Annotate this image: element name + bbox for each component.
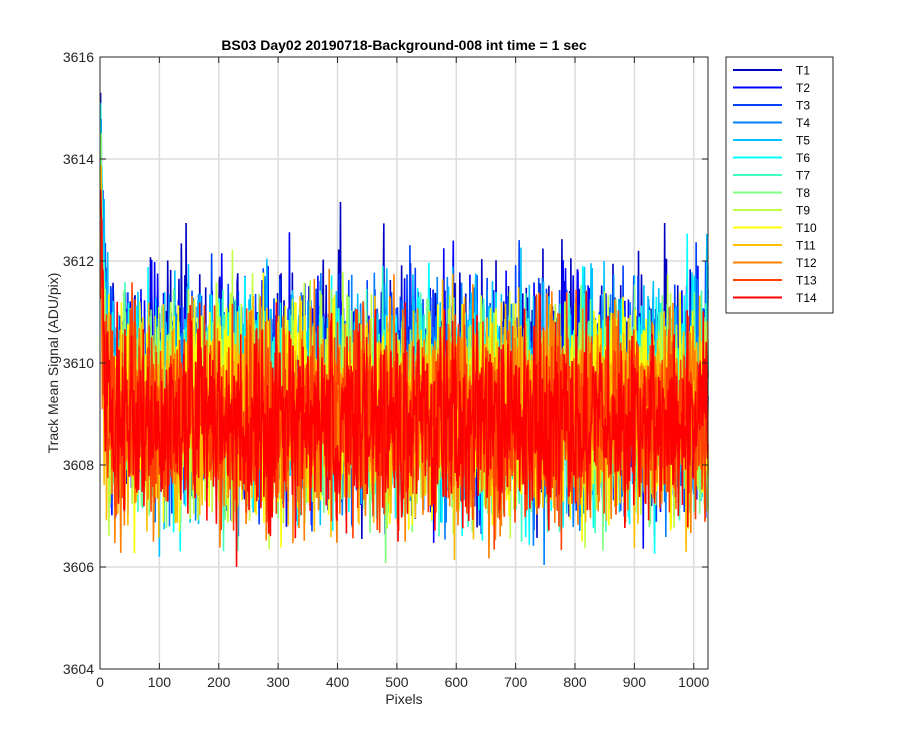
x-tick-label: 200 [207, 674, 231, 690]
x-tick-label: 500 [385, 674, 409, 690]
legend-label: T9 [796, 204, 810, 218]
legend-label: T13 [796, 274, 817, 288]
x-tick-label: 900 [623, 674, 647, 690]
legend-label: T4 [796, 116, 810, 130]
y-tick-label: 3610 [63, 355, 94, 371]
y-tick-label: 3614 [63, 151, 94, 167]
legend-label: T10 [796, 221, 817, 235]
y-tick-label: 3604 [63, 661, 94, 677]
axis-ticks: 0 100 200 300 400 500 600 700 800 900 1000 3604 3606… [63, 49, 710, 690]
x-tick-label: 0 [96, 674, 104, 690]
x-tick-label: 300 [266, 674, 290, 690]
legend-label: T7 [796, 169, 810, 183]
x-tick-label: 100 [148, 674, 172, 690]
y-tick-label: 3606 [63, 559, 94, 575]
legend-label: T6 [796, 151, 810, 165]
y-tick-label: 3612 [63, 253, 94, 269]
legend-label: T8 [796, 186, 810, 200]
y-axis-label: Track Mean Signal (ADU/pix) [45, 273, 61, 454]
legend: T1 T2 T3 T4 T5 T6 T7 T8 T9 T10 T11 T12 T13 T14 [725, 56, 834, 314]
legend-label: T5 [796, 134, 810, 148]
x-tick-label: 1000 [678, 674, 709, 690]
y-tick-label: 3608 [63, 457, 94, 473]
x-tick-label: 600 [445, 674, 469, 690]
chart-title: BS03 Day02 20190718-Background-008 int t… [221, 37, 587, 53]
legend-label: T14 [796, 291, 817, 305]
x-tick-label: 400 [326, 674, 350, 690]
legend-label: T11 [796, 239, 816, 253]
x-axis-label: Pixels [385, 691, 422, 707]
legend-label: T12 [796, 256, 817, 270]
x-tick-label: 800 [563, 674, 587, 690]
legend-box [725, 56, 834, 314]
series-line-T14 [99, 189, 709, 567]
legend-label: T1 [796, 64, 810, 78]
y-tick-label: 3616 [63, 49, 94, 65]
x-tick-label: 700 [504, 674, 528, 690]
plot-area: 0 100 200 300 400 500 600 700 800 900 1000 3604 3606… [63, 49, 710, 690]
series-lines [99, 92, 709, 567]
legend-label: T2 [796, 81, 810, 95]
legend-label: T3 [796, 99, 810, 113]
